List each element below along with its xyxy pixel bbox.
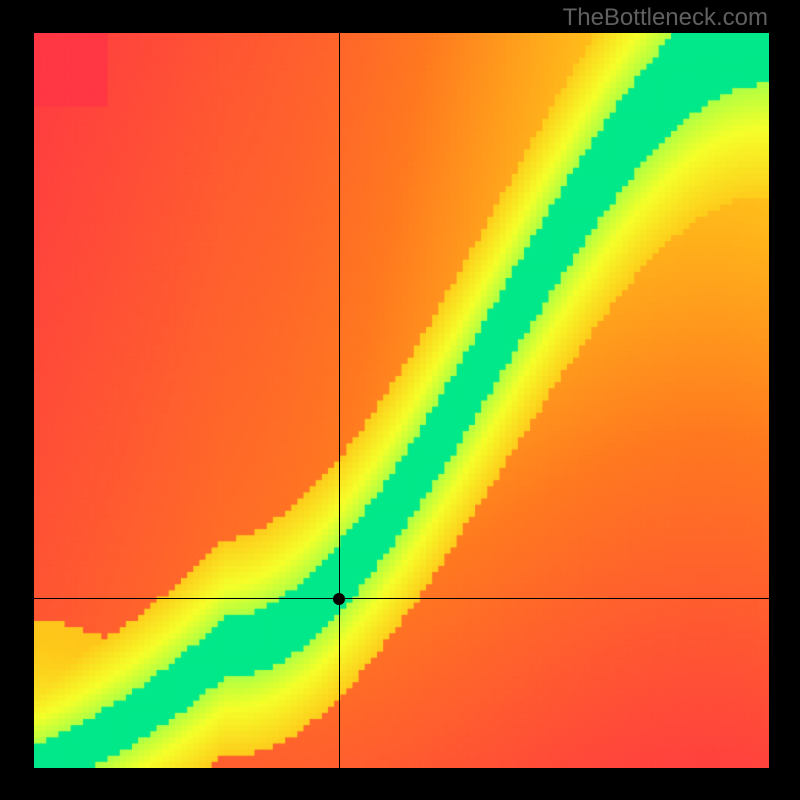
watermark-text: TheBottleneck.com [563,4,768,32]
crosshair-horizontal [34,598,769,599]
crosshair-dot [333,593,345,605]
heatmap-canvas [34,33,769,768]
plot-area [34,33,769,768]
crosshair-vertical [339,33,340,768]
